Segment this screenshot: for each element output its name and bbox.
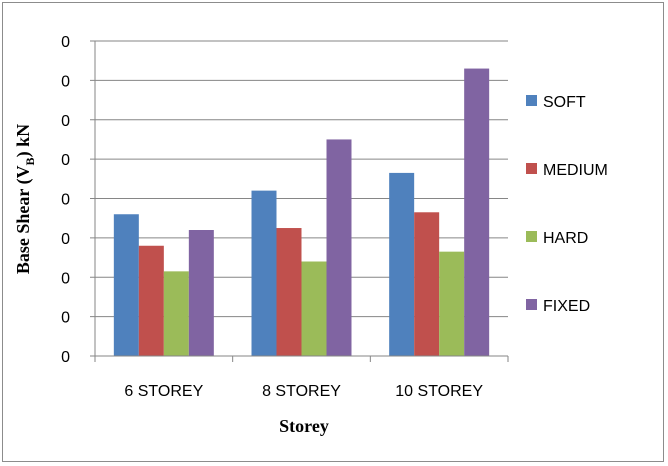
y-tick-label: 0 xyxy=(61,349,70,366)
y-axis-title-main: Base Shear (V xyxy=(13,165,34,274)
y-tick-label: 0 xyxy=(61,113,70,130)
legend-swatch-soft xyxy=(526,95,537,106)
bar-fixed-2 xyxy=(326,139,352,356)
bar-hard-2 xyxy=(301,261,327,356)
bar-hard-3 xyxy=(439,251,465,356)
y-tick-label: 0 xyxy=(61,231,70,248)
legend-label-medium: MEDIUM xyxy=(543,162,608,179)
bar-medium-3 xyxy=(414,212,440,356)
bar-medium-1 xyxy=(138,245,164,356)
x-axis-title: Storey xyxy=(279,416,329,436)
x-tick-label: 10 STOREY xyxy=(395,383,483,400)
y-tick-label: 0 xyxy=(61,152,70,169)
bar-fixed-3 xyxy=(464,68,490,356)
y-tick-label: 0 xyxy=(61,34,70,51)
y-tick-label: 0 xyxy=(61,73,70,90)
bars xyxy=(113,68,490,356)
y-axis-title-tail: ) kN xyxy=(13,124,34,158)
y-tick-labels: 0 0 0 0 0 0 0 0 0 xyxy=(61,34,70,366)
legend-label-soft: SOFT xyxy=(543,94,586,111)
bar-soft-3 xyxy=(389,172,415,356)
x-tick-label: 8 STOREY xyxy=(262,383,341,400)
y-tick-label: 0 xyxy=(61,270,70,287)
legend-label-hard: HARD xyxy=(543,230,588,247)
x-axis xyxy=(94,41,509,362)
y-tick-label: 0 xyxy=(61,192,70,209)
legend: SOFT MEDIUM HARD FIXED xyxy=(526,94,608,315)
legend-swatch-medium xyxy=(526,163,537,174)
bar-soft-1 xyxy=(113,214,139,356)
category-labels: 6 STOREY 8 STOREY 10 STOREY xyxy=(124,383,483,400)
y-tick-label: 0 xyxy=(61,310,70,327)
legend-label-fixed: FIXED xyxy=(543,298,590,315)
bar-fixed-1 xyxy=(188,230,214,356)
legend-swatch-hard xyxy=(526,231,537,242)
y-axis-title-subscript: B xyxy=(23,157,37,165)
x-tick-label: 6 STOREY xyxy=(124,383,203,400)
legend-swatch-fixed xyxy=(526,299,537,310)
y-axis-title: Base Shear (VB) kN xyxy=(13,124,37,274)
bar-hard-1 xyxy=(163,271,189,356)
bar-medium-2 xyxy=(276,228,302,356)
bar-soft-2 xyxy=(251,190,277,356)
